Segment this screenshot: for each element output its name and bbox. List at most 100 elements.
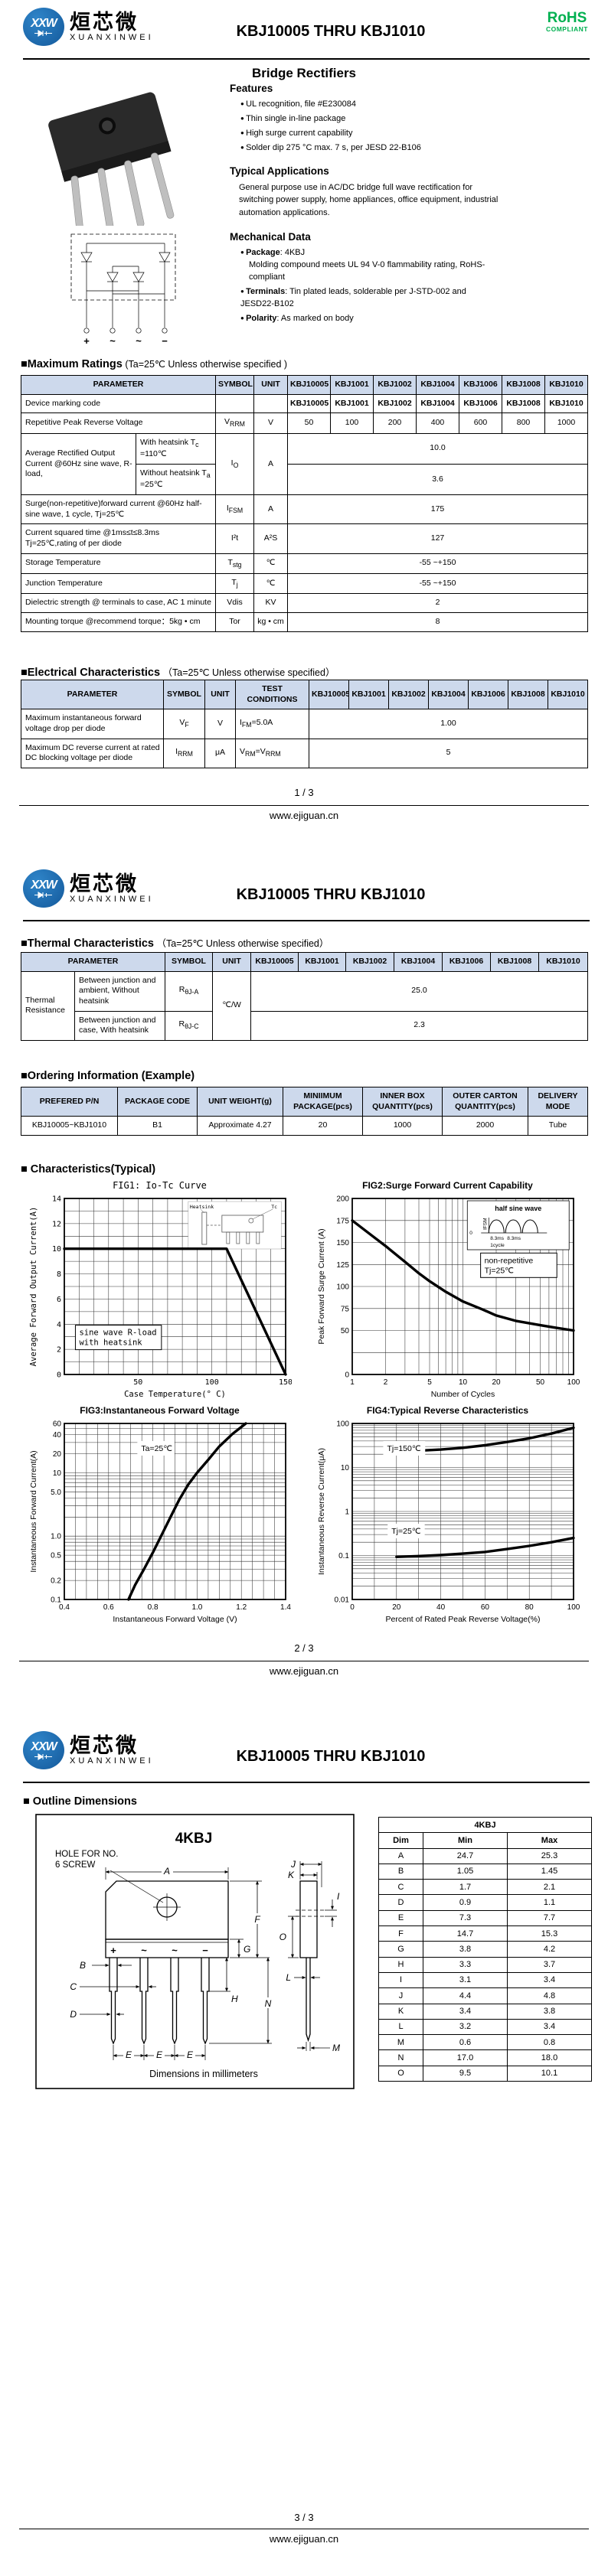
brand-name-en: XUANXINWEI	[70, 33, 154, 43]
table-cell: Junction Temperature	[20, 572, 217, 595]
table-cell: 4.8	[506, 1987, 593, 2004]
svg-text:75: 75	[341, 1305, 350, 1313]
column-header: PREFERED P/N	[21, 1086, 118, 1117]
svg-text:20: 20	[392, 1603, 401, 1612]
table-cell: 4.2	[506, 1941, 593, 1958]
svg-text:60: 60	[481, 1603, 490, 1612]
table-cell: I²t	[215, 523, 255, 554]
dim-label-C: C	[70, 1981, 77, 1992]
table-cell: A	[378, 1847, 423, 1864]
table-cell: N	[378, 2049, 423, 2066]
svg-text:6: 6	[57, 1296, 61, 1304]
table-cell: μA	[204, 738, 236, 768]
page-2: XXW 烜芯微 XUANXINWEI KBJ10005 THRU KBJ1010…	[0, 859, 608, 1717]
brand-name-cn: 烜芯微	[70, 10, 139, 34]
svg-text:10: 10	[53, 1469, 62, 1478]
table-cell: 0.9	[423, 1894, 508, 1911]
column-header: KBJ1002	[388, 679, 429, 710]
outline-drawing: 4KBJ HOLE FOR NO. 6 SCREW + ~ ~ − A B	[35, 1814, 355, 2089]
column-header: UNIT	[204, 679, 236, 710]
table-cell: 3.8	[506, 2003, 593, 2020]
terminal-ac1: ~	[141, 1945, 147, 1956]
feature-item: UL recognition, file #E230084	[240, 99, 501, 111]
column-header: KBJ1010	[548, 679, 588, 710]
column-header: KBJ10005	[287, 375, 332, 395]
column-header: KBJ1004	[428, 679, 469, 710]
svg-text:5: 5	[427, 1378, 432, 1387]
column-header: OUTER CARTON QUANTITY(pcs)	[442, 1086, 528, 1117]
table-cell: Vdis	[215, 593, 255, 614]
table-cell: Tj	[215, 572, 255, 595]
diode-symbol-icon	[34, 1753, 52, 1760]
table-cell: KBJ1010	[544, 393, 589, 414]
dim-label-J: J	[290, 1859, 296, 1870]
dimensions-table: 4KBJ Dim Min Max A 24.7 25.3 B 1.05 1.45 C 1.7 2.1 D 0…	[378, 1816, 593, 2082]
table-cell: L	[378, 2018, 423, 2036]
table-cell: KBJ1004	[416, 393, 460, 414]
svg-text:0: 0	[57, 1371, 61, 1380]
table-cell: 175	[287, 494, 589, 525]
table-cell: B1	[117, 1116, 198, 1136]
table-cell: KBJ1001	[330, 393, 374, 414]
characteristics-heading: ■ Characteristics(Typical)	[21, 1163, 156, 1176]
table-cell: V	[253, 412, 289, 434]
header-rule	[23, 920, 590, 921]
svg-text:0.4: 0.4	[59, 1603, 70, 1612]
table-cell: ℃	[253, 572, 289, 595]
logo-monogram: XXW	[31, 16, 57, 30]
thermal-heading: ■Thermal Characteristics （Ta=25℃ Unless …	[21, 937, 329, 950]
intro-column: Features UL recognition, file #E230084 T…	[230, 83, 590, 336]
table-cell: 20	[283, 1116, 363, 1136]
table-cell: Thermal Resistance	[21, 970, 75, 1041]
table-cell: IFM=5.0A	[235, 709, 309, 739]
table-cell: 100	[330, 412, 374, 434]
dim-label-N: N	[265, 1998, 272, 2009]
column-header: UNIT	[212, 952, 252, 972]
rohs-compliant-label: COMPLIANT	[545, 25, 588, 33]
column-header: UNIT	[253, 375, 289, 395]
doc-title: KBJ10005 THRU KBJ1010	[236, 23, 426, 40]
website-link: www.ejiguan.cn	[269, 810, 339, 821]
table-cell: 4.4	[423, 1987, 508, 2004]
fig1-block: FIG1: Io-Tc Curve 50 100 150 0 2 4 6 8 10 12 14 Cas…	[28, 1180, 292, 1400]
svg-text:200: 200	[336, 1195, 349, 1204]
svg-text:100: 100	[567, 1378, 580, 1387]
column-header: UNIT WEIGHT(g)	[197, 1086, 283, 1117]
table-cell: 127	[287, 523, 589, 554]
svg-text:1.0: 1.0	[51, 1533, 61, 1541]
column-header: KBJ1001	[298, 952, 347, 972]
svg-text:50: 50	[341, 1327, 350, 1335]
ordering-table: PREFERED P/N PACKAGE CODE UNIT WEIGHT(g) MI…	[21, 1086, 588, 1136]
diode-symbol-icon	[34, 29, 52, 37]
svg-text:14: 14	[52, 1195, 61, 1204]
hole-note-line2: 6 SCREW	[55, 1860, 96, 1870]
svg-text:sine wave R-load: sine wave R-load	[79, 1329, 156, 1338]
svg-text:150: 150	[279, 1378, 292, 1387]
fig3-block: FIG3:Instantaneous Forward Voltage 0.4 0.…	[28, 1405, 292, 1625]
svg-text:10: 10	[341, 1464, 350, 1472]
table-cell: 600	[459, 412, 503, 434]
svg-text:IFSM: IFSM	[482, 1218, 488, 1230]
svg-text:0.6: 0.6	[103, 1603, 114, 1612]
schematic-terminal-minus: −	[162, 335, 168, 347]
table-cell: 3.6	[287, 463, 589, 495]
fig3-forward-voltage-chart: 0.4 0.6 0.8 1.0 1.2 1.4 0.1 0.2 0.5 1.0 5.0 10 20 40 6…	[29, 1420, 291, 1625]
table-cell: 0.8	[506, 2034, 593, 2051]
table-cell: V	[204, 709, 236, 739]
svg-text:0.1: 0.1	[51, 1596, 61, 1605]
table-cell: K	[378, 2003, 423, 2020]
column-header: Min	[423, 1832, 508, 1849]
logo-icon: XXW	[23, 1731, 64, 1769]
table-cell: IRRM	[163, 738, 205, 768]
svg-text:40: 40	[436, 1603, 446, 1612]
column-header: KBJ1008	[490, 952, 540, 972]
svg-text:50: 50	[536, 1378, 545, 1387]
column-header: KBJ1001	[348, 679, 389, 710]
dim-label-B: B	[80, 1960, 86, 1971]
logo-icon: XXW	[23, 8, 64, 46]
svg-text:1.2: 1.2	[236, 1603, 247, 1612]
table-cell: 1000	[544, 412, 589, 434]
svg-text:125: 125	[336, 1261, 349, 1270]
table-cell: E	[378, 1909, 423, 1927]
